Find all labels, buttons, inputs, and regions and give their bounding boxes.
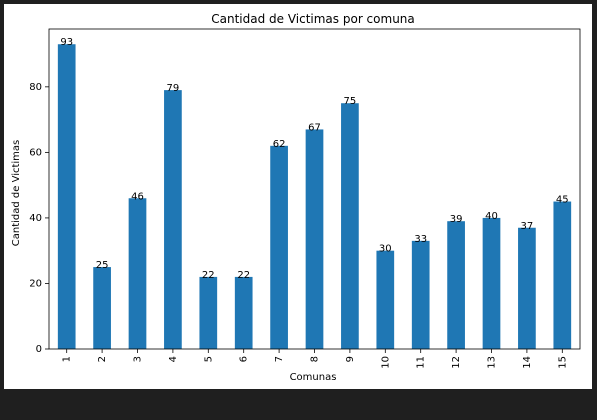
bar-10 [376, 250, 395, 349]
bar-14 [518, 227, 536, 349]
chart-title: Cantidad de Victimas por comuna [211, 12, 415, 26]
x-tick-label-3: 3 [133, 356, 144, 362]
bar-9 [341, 103, 359, 349]
x-tick-label-4: 4 [168, 356, 179, 362]
x-tick-label-12: 12 [451, 356, 462, 369]
bar-8 [305, 129, 324, 349]
x-tick-label-11: 11 [416, 356, 427, 369]
y-tick-label-0: 0 [36, 344, 42, 355]
data-label-8: 67 [308, 122, 321, 133]
x-tick-label-1: 1 [62, 356, 73, 362]
y-tick-label-60: 60 [29, 147, 42, 158]
bar-15 [553, 201, 572, 349]
data-label-2: 25 [96, 260, 109, 271]
bar-11 [411, 240, 430, 349]
y-axis-label: Cantidad de Victimas [11, 140, 22, 247]
bar-13 [482, 217, 501, 349]
bar-chart: Cantidad de Victimas por comuna 93125246… [11, 12, 581, 383]
data-label-9: 75 [344, 96, 357, 107]
data-label-4: 79 [167, 83, 180, 94]
data-label-7: 62 [273, 139, 286, 150]
plot-area: 93 1 25 2 46 3 79 4 22 5 22 6 62 7 67 8 75 9 30 10 33 11 39 12 4… [29, 28, 581, 369]
data-label-6: 22 [237, 270, 250, 281]
bar-3 [128, 198, 147, 349]
x-tick-label-9: 9 [345, 356, 356, 362]
x-tick-label-7: 7 [274, 356, 285, 362]
data-label-13: 40 [485, 211, 498, 222]
figure-frame: Cantidad de Victimas por comuna 93 1 25 2 46… [4, 4, 592, 389]
x-tick-label-8: 8 [310, 356, 321, 362]
bar-5 [199, 276, 218, 349]
bar-7 [270, 145, 288, 349]
y-tick-label-80: 80 [29, 82, 42, 93]
data-label-3: 46 [131, 191, 144, 202]
data-label-1: 93 [60, 37, 73, 48]
x-tick-label-14: 14 [522, 356, 533, 369]
data-label-12: 39 [450, 214, 463, 225]
x-tick-label-2: 2 [97, 356, 108, 362]
x-tick-label-13: 13 [487, 356, 498, 369]
bar-6 [234, 276, 253, 349]
bar-4 [164, 90, 182, 349]
data-label-15: 45 [556, 195, 569, 206]
x-axis-label: Comunas [290, 372, 337, 383]
data-label-10: 30 [379, 244, 392, 255]
x-tick-label-15: 15 [557, 356, 568, 369]
x-tick-label-10: 10 [380, 356, 391, 369]
data-label-14: 37 [521, 221, 534, 232]
bar-12 [447, 221, 465, 349]
bar-2 [93, 267, 111, 349]
bar-1 [57, 44, 76, 349]
x-tick-label-5: 5 [203, 356, 214, 362]
data-label-11: 33 [414, 234, 427, 245]
data-label-5: 22 [202, 270, 215, 281]
y-tick-label-40: 40 [29, 213, 42, 224]
axes-frame [48, 28, 581, 350]
y-tick-label-20: 20 [29, 278, 42, 289]
x-tick-label-6: 6 [239, 356, 250, 362]
